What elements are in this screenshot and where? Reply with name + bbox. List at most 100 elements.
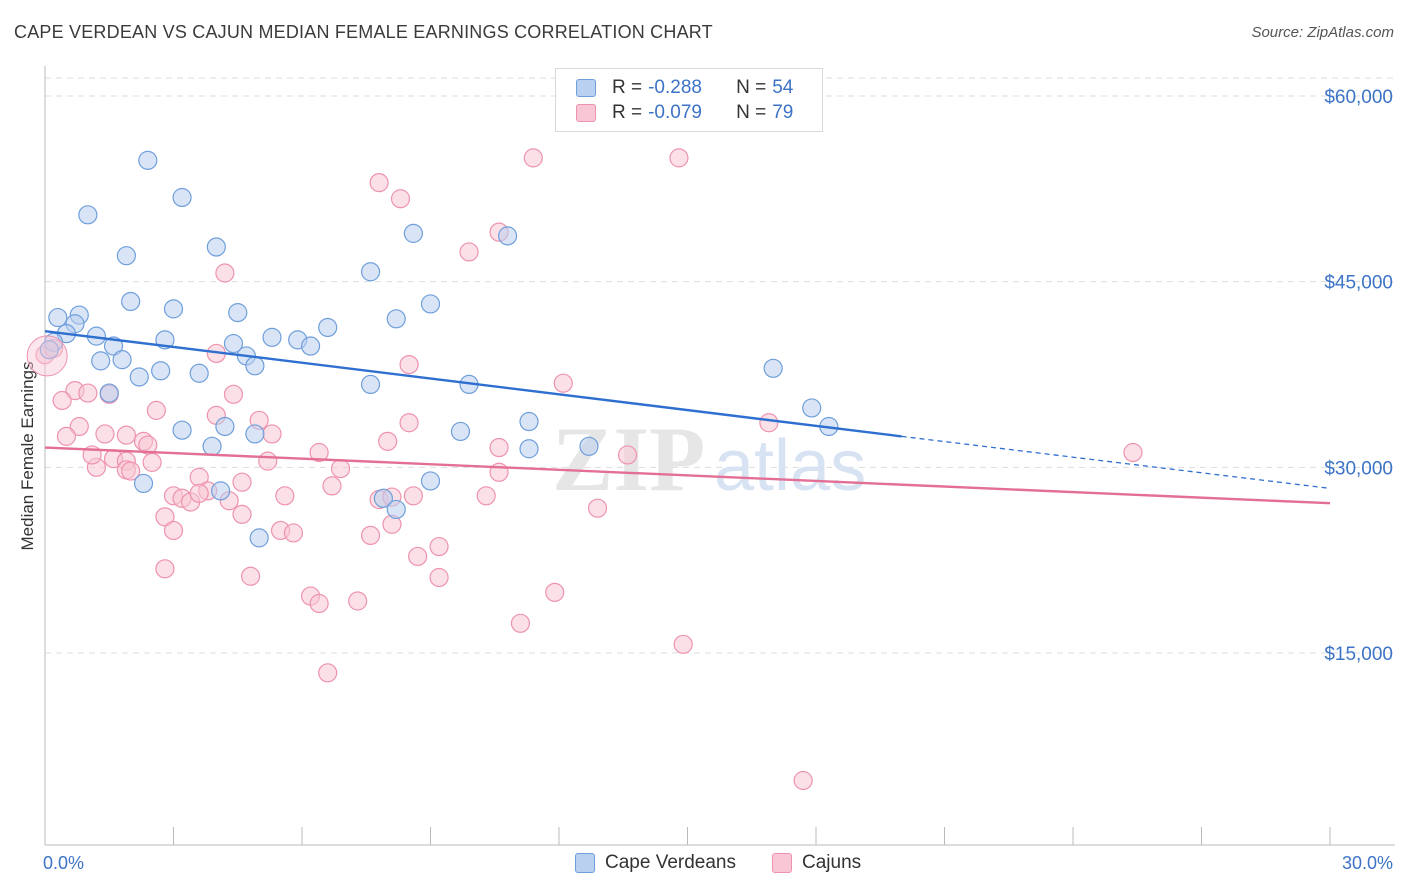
legend-n-value: 79 — [772, 102, 794, 123]
cajun-point — [56, 426, 77, 446]
cajun-point — [360, 525, 381, 546]
cape-verdean-point — [172, 187, 192, 208]
cajun-point — [330, 458, 351, 479]
cape-verdean-point — [498, 226, 518, 246]
tick-layer: $15,000 $30,000 $45,000 $60,000 0.0% 30.0% — [43, 87, 1393, 873]
cape-verdean-point — [245, 424, 265, 444]
cajun-point — [232, 504, 252, 524]
cape-verdean-point — [245, 356, 265, 376]
x-tick-label-max: 30.0% — [1342, 853, 1393, 873]
cajun-point — [275, 486, 295, 506]
cape-verdean-point — [802, 398, 822, 418]
cajun-point — [121, 461, 141, 481]
cape-verdean-point — [262, 327, 282, 347]
cajun-point — [241, 566, 261, 586]
legend-item-cajuns[interactable]: Cajuns — [772, 852, 861, 874]
legend-r-value: -0.288 — [648, 77, 702, 98]
cape-verdean-point — [189, 363, 209, 383]
cape-verdean-point — [450, 421, 471, 442]
cape-verdean-point — [519, 411, 539, 432]
cape-verdean-point — [420, 294, 441, 314]
cajun-point — [146, 400, 166, 420]
cape-verdean-point — [78, 205, 98, 225]
cajun-point — [545, 582, 565, 602]
cape-verdean-trendline — [44, 329, 902, 438]
cajun-point — [523, 148, 543, 168]
cape-verdean-point — [138, 150, 158, 170]
cajun-point — [163, 520, 184, 541]
cajun-trendline — [44, 446, 1331, 505]
cajun-point — [142, 452, 162, 472]
cape-verdean-point — [420, 471, 441, 491]
cape-verdean-point — [121, 291, 141, 312]
cape-verdean-point — [360, 262, 381, 282]
cape-verdean-point — [360, 374, 381, 395]
cape-verdean-point — [211, 481, 231, 501]
cape-verdean-point — [48, 307, 68, 328]
cape-verdean-point — [223, 333, 244, 354]
blue-swatch-icon — [576, 79, 596, 97]
cajun-point — [283, 523, 304, 543]
cajun-point — [232, 472, 252, 492]
cajun-point — [390, 189, 411, 209]
legend-label-cape-verdeans: Cape Verdeans — [605, 852, 736, 873]
cajun-point — [510, 613, 531, 633]
cape-verdean-point — [172, 420, 192, 440]
cajun-point — [378, 431, 398, 451]
cape-verdean-point — [403, 223, 423, 243]
pink-swatch-icon — [576, 104, 596, 122]
cape-verdean-point — [163, 299, 184, 319]
cape-verdean-point — [39, 340, 59, 360]
y-tick-label: $15,000 — [1324, 644, 1393, 665]
cajun-point — [318, 663, 338, 683]
cape-verdean-point — [99, 383, 119, 403]
cape-verdean-point — [373, 488, 393, 508]
cajun-point — [155, 507, 175, 527]
cape-verdean-point — [103, 336, 124, 356]
legend-item-cape-verdeans[interactable]: Cape Verdeans — [575, 852, 736, 874]
cajun-point — [459, 242, 479, 262]
cape-verdean-point — [249, 528, 269, 548]
legend-n-label: N = — [736, 102, 767, 123]
cajun-point — [78, 383, 98, 403]
y-tick-label: $60,000 — [1324, 87, 1393, 108]
cajun-point — [52, 390, 72, 411]
legend-row-cape-verdeans: R = -0.288 N = 54 — [576, 76, 793, 100]
legend-label-cajuns: Cajuns — [802, 852, 862, 873]
legend-row-cajuns: R = -0.079 N = 79 — [576, 101, 793, 125]
cape-verdean-point — [202, 436, 222, 456]
watermark: ZIP atlas — [552, 408, 866, 510]
legend-r-label: R = — [612, 77, 643, 98]
cajun-point — [617, 445, 638, 465]
cape-verdean-point — [579, 436, 599, 456]
blue-swatch-icon — [575, 853, 595, 873]
pink-swatch-icon — [772, 853, 792, 873]
series-legend: Cape Verdeans Cajuns — [0, 852, 1406, 876]
cajun-point — [322, 476, 342, 496]
cape-verdean-point — [300, 336, 321, 356]
y-tick-label: $30,000 — [1324, 458, 1393, 479]
cape-verdean-point — [215, 416, 235, 437]
watermark-atlas: atlas — [714, 426, 866, 506]
legend-n-label: N = — [736, 77, 767, 98]
cajun-point — [69, 416, 89, 437]
cajun-point — [669, 148, 689, 168]
y-tick-label: $45,000 — [1324, 273, 1393, 294]
cajun-point — [258, 451, 278, 471]
cajun-point — [309, 593, 329, 614]
cajun-point — [223, 384, 244, 404]
cajun-point — [759, 413, 779, 433]
cape-verdean-point — [386, 499, 406, 520]
cajun-point — [309, 442, 329, 463]
cajun-point — [476, 486, 496, 506]
cape-verdean-point — [151, 361, 171, 381]
cajun-point — [189, 483, 209, 503]
cajun-point — [348, 591, 368, 611]
cajun-point — [369, 173, 389, 193]
legend-r-label: R = — [612, 102, 643, 123]
cajun-point — [403, 486, 423, 506]
cajun-point — [793, 770, 813, 791]
chart-title: CAPE VERDEAN VS CAJUN MEDIAN FEMALE EARN… — [14, 22, 713, 42]
cajun-point — [553, 373, 573, 393]
cape-verdean-point — [386, 309, 406, 329]
